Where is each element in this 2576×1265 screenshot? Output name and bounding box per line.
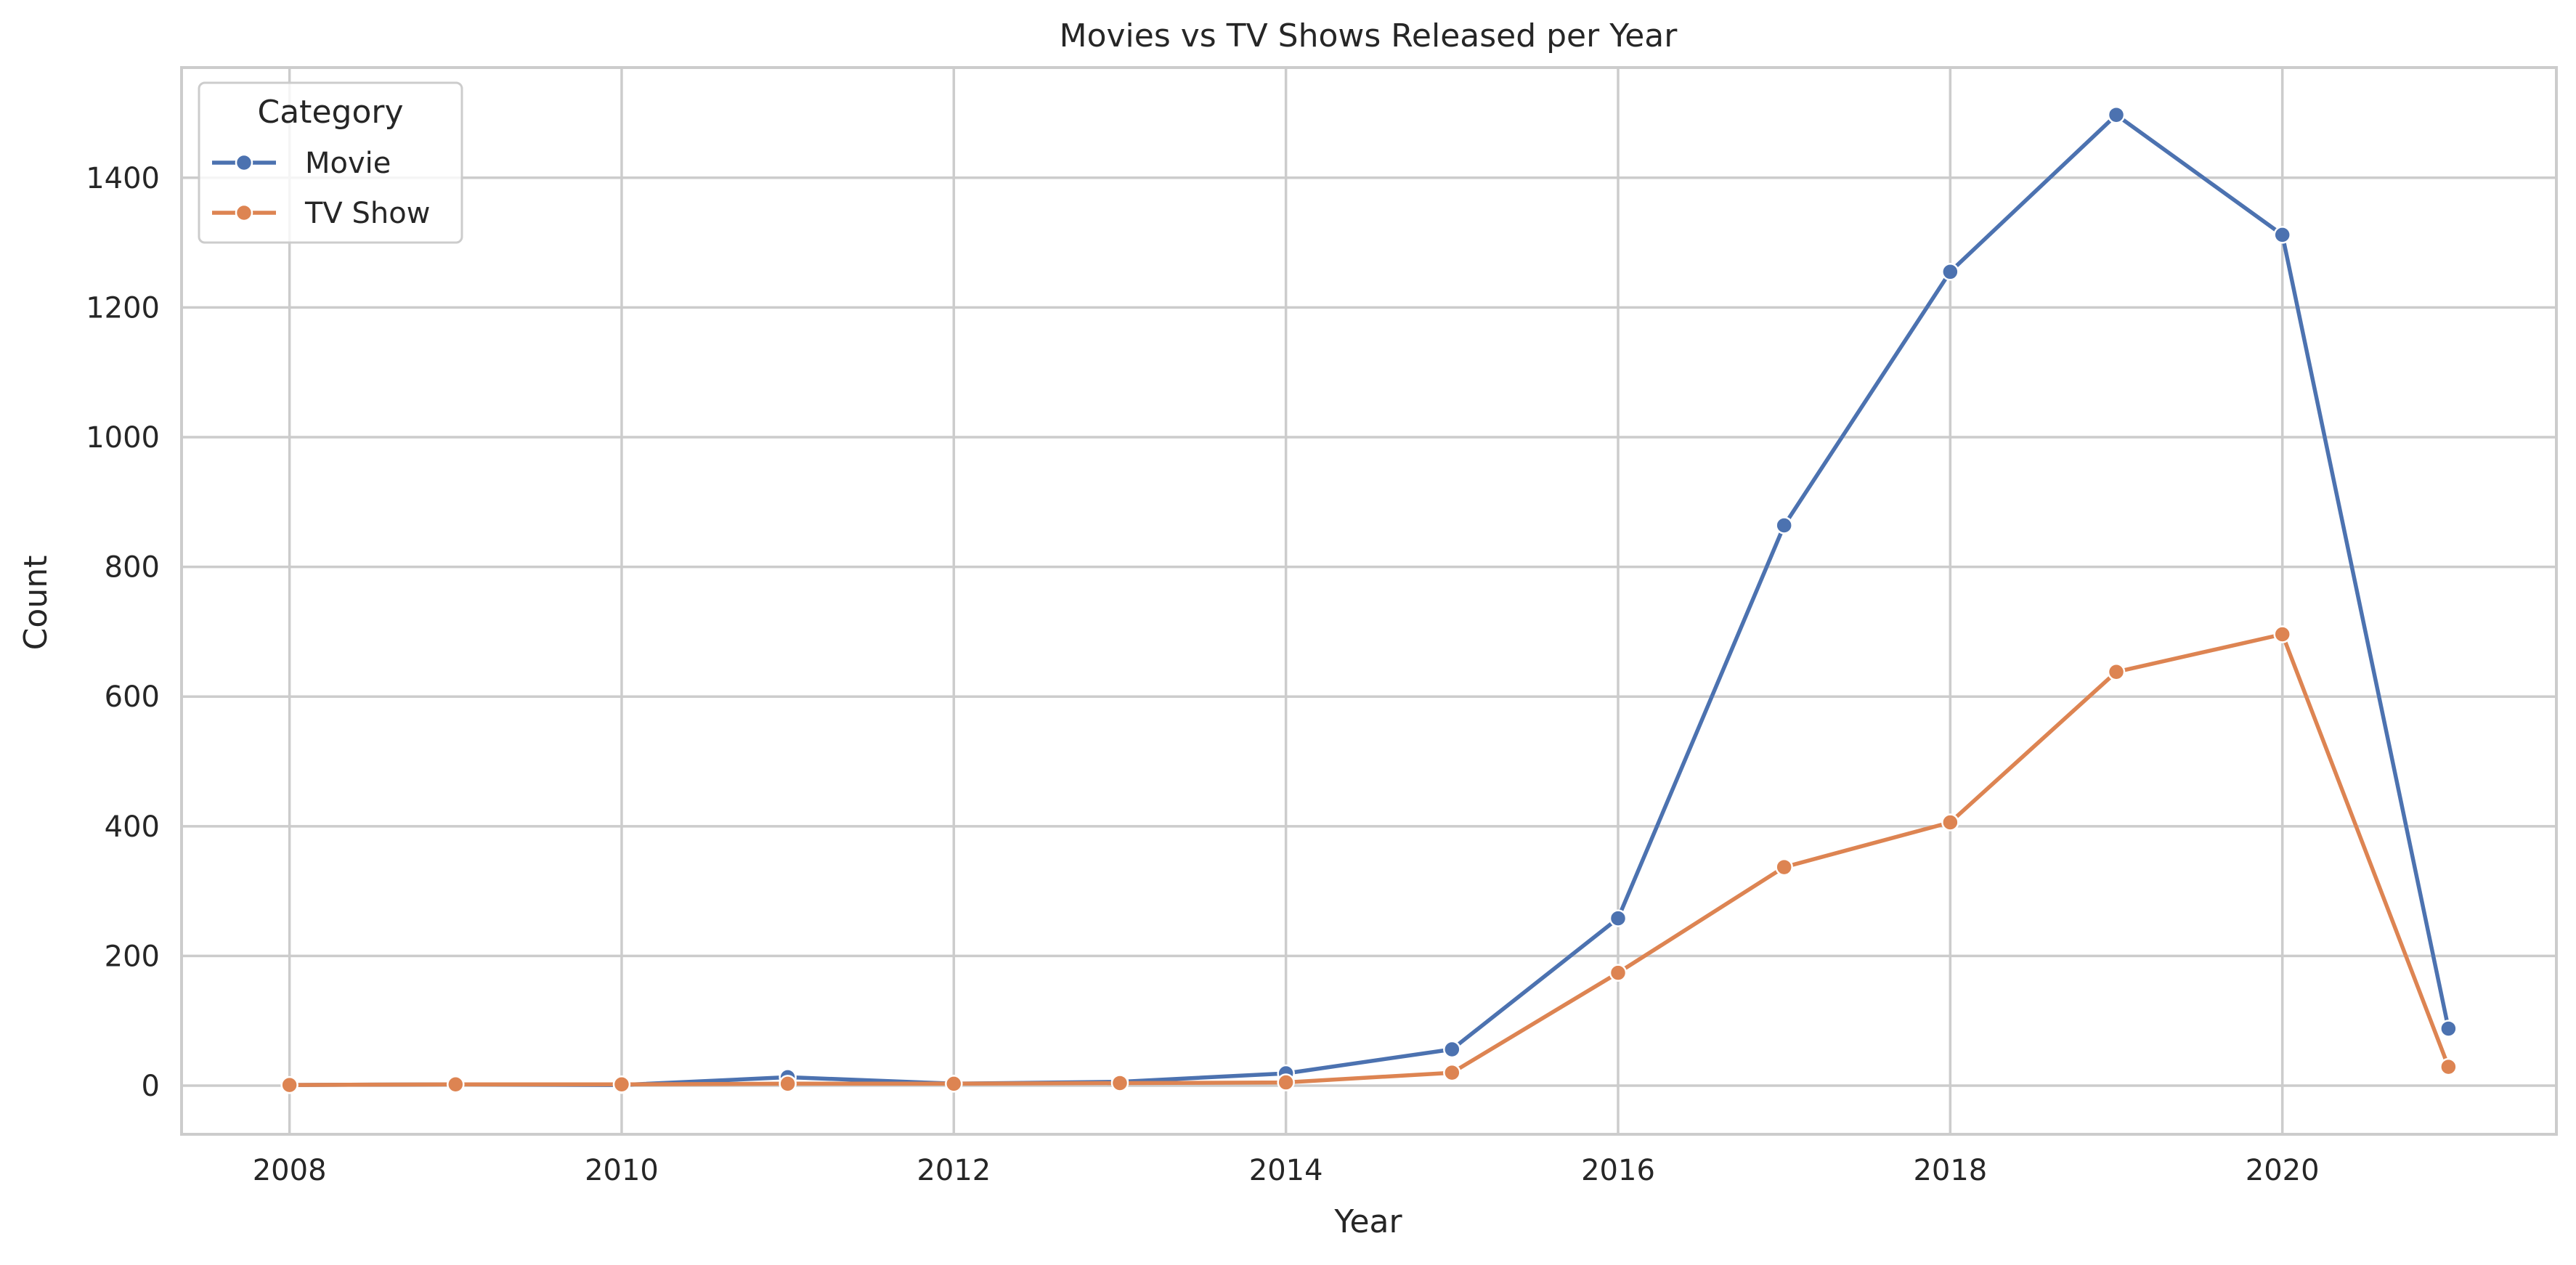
point-tv-show-2012 xyxy=(945,1075,963,1093)
legend-entry-tv-show: TV Show xyxy=(212,197,430,230)
point-movie-2020 xyxy=(2273,226,2291,244)
x-axis-label: Year xyxy=(1333,1203,1402,1240)
point-movie-2018 xyxy=(1941,263,1959,281)
legend-entries: Movie TV Show xyxy=(212,147,430,230)
y-tick-1400: 1400 xyxy=(86,162,160,195)
plot-frame xyxy=(180,66,2558,1136)
y-tick-1000: 1000 xyxy=(86,421,160,455)
series-tv-show xyxy=(280,625,2458,1094)
legend-label-tv-show: TV Show xyxy=(304,197,430,230)
point-movie-2017 xyxy=(1775,516,1793,534)
point-movie-2019 xyxy=(2107,105,2126,124)
y-axis-label: Count xyxy=(17,556,54,651)
x-tick-2018: 2018 xyxy=(1913,1154,1987,1187)
point-tv-show-2015 xyxy=(1443,1063,1461,1082)
point-tv-show-2013 xyxy=(1110,1074,1129,1092)
point-movie-2016 xyxy=(1609,909,1628,927)
x-tick-2012: 2012 xyxy=(917,1154,991,1187)
point-tv-show-2014 xyxy=(1277,1073,1295,1091)
y-tick-0: 0 xyxy=(142,1070,160,1103)
point-tv-show-2008 xyxy=(280,1075,298,1094)
y-tick-400: 400 xyxy=(105,810,160,844)
y-gridlines xyxy=(182,176,2556,1087)
point-movie-2021 xyxy=(2439,1020,2458,1038)
legend-entry-movie: Movie xyxy=(212,147,391,180)
point-tv-show-2017 xyxy=(1775,858,1793,876)
y-tick-600: 600 xyxy=(105,680,160,714)
point-tv-show-2021 xyxy=(2439,1057,2458,1076)
point-tv-show-2016 xyxy=(1609,964,1628,982)
point-tv-show-2020 xyxy=(2273,625,2291,643)
series-line-tv-show xyxy=(287,632,2451,1087)
y-tick-labels: 0 200 400 600 800 1000 1200 1400 xyxy=(86,162,160,1103)
legend-label-movie: Movie xyxy=(305,147,391,180)
point-movie-2015 xyxy=(1443,1040,1461,1059)
legend-swatch-marker-movie xyxy=(235,153,253,172)
x-tick-2016: 2016 xyxy=(1581,1154,1655,1187)
legend-title: Category xyxy=(258,94,404,131)
x-tick-2014: 2014 xyxy=(1249,1154,1323,1187)
chart-title: Movies vs TV Shows Released per Year xyxy=(1060,17,1678,54)
x-tick-labels: 2008 2010 2012 2014 2016 2018 2020 xyxy=(253,1154,2320,1187)
x-tick-2010: 2010 xyxy=(585,1154,659,1187)
point-tv-show-2018 xyxy=(1941,813,1959,831)
legend-swatch-marker-tv-show xyxy=(235,203,253,222)
x-tick-2020: 2020 xyxy=(2246,1154,2320,1187)
point-tv-show-2019 xyxy=(2107,663,2126,681)
series-layer xyxy=(280,105,2458,1094)
y-tick-1200: 1200 xyxy=(86,291,160,325)
legend: Category Movie TV Show xyxy=(198,81,463,244)
point-tv-show-2011 xyxy=(779,1075,797,1093)
series-movie xyxy=(280,105,2458,1094)
series-line-movie xyxy=(287,113,2451,1087)
y-tick-200: 200 xyxy=(105,940,160,973)
y-tick-800: 800 xyxy=(105,551,160,585)
point-tv-show-2010 xyxy=(612,1075,631,1094)
point-tv-show-2009 xyxy=(447,1075,465,1094)
legend-box xyxy=(198,81,463,244)
x-tick-2008: 2008 xyxy=(253,1154,327,1187)
x-gridlines xyxy=(288,68,2284,1134)
